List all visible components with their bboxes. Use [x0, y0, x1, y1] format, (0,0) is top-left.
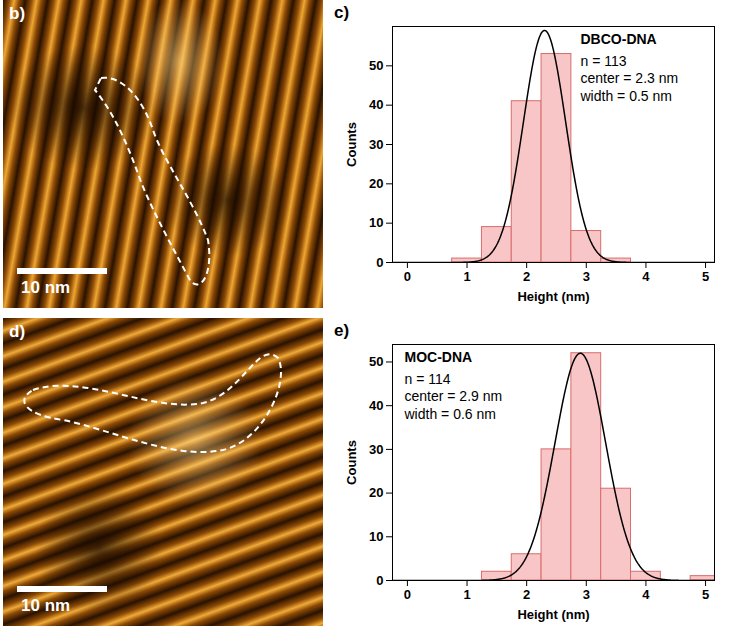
svg-text:Counts: Counts: [344, 122, 359, 167]
svg-text:1: 1: [463, 269, 470, 284]
svg-text:Height (nm): Height (nm): [517, 289, 589, 304]
svg-text:20: 20: [369, 176, 383, 191]
svg-text:40: 40: [369, 398, 383, 413]
svg-text:50: 50: [369, 354, 383, 369]
svg-text:2: 2: [523, 587, 530, 602]
svg-text:Counts: Counts: [344, 440, 359, 485]
svg-text:3: 3: [583, 587, 590, 602]
svg-text:4: 4: [642, 587, 650, 602]
html-text:10 nm: 10 nm: [21, 278, 71, 297]
svg-text:MOC-DNA: MOC-DNA: [405, 349, 473, 365]
svg-text:5: 5: [702, 587, 709, 602]
svg-text:20: 20: [369, 485, 383, 500]
html-text:e): e): [334, 321, 350, 340]
svg-text:0: 0: [404, 587, 411, 602]
svg-text:DBCO-DNA: DBCO-DNA: [581, 31, 657, 47]
svg-text:3: 3: [583, 269, 590, 284]
html-text:10 nm: 10 nm: [21, 596, 71, 615]
svg-text:Height (nm): Height (nm): [517, 607, 589, 622]
svg-text:4: 4: [642, 269, 650, 284]
html-text:b): b): [9, 4, 25, 23]
svg-text:40: 40: [369, 97, 383, 112]
svg-text:10: 10: [369, 529, 383, 544]
html-text:c): c): [334, 3, 350, 22]
svg-text:10: 10: [369, 215, 383, 230]
svg-text:0: 0: [376, 573, 383, 588]
svg-text:2: 2: [523, 269, 530, 284]
svg-text:5: 5: [702, 269, 709, 284]
svg-text:n = 114center = 2.9 nmwidth =: n = 114center = 2.9 nmwidth = 0.6 nm: [404, 371, 503, 422]
svg-text:30: 30: [369, 442, 383, 457]
svg-text:30: 30: [369, 137, 383, 152]
svg-text:n = 113center = 2.3 nmwidth =: n = 113center = 2.3 nmwidth = 0.5 nm: [580, 53, 679, 104]
svg-text:1: 1: [463, 587, 470, 602]
svg-text:0: 0: [404, 269, 411, 284]
svg-text:50: 50: [369, 58, 383, 73]
svg-text:0: 0: [376, 255, 383, 270]
html-text:d): d): [9, 322, 25, 341]
